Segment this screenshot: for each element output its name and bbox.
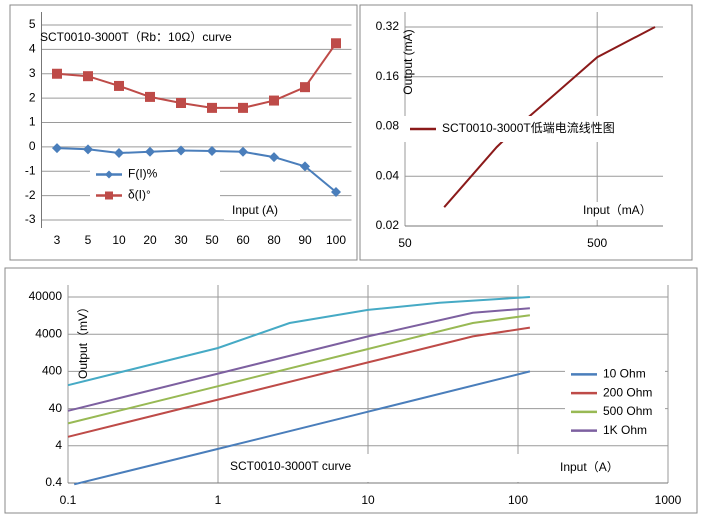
legend-label: 500 Ohm	[603, 404, 652, 418]
y-axis-label: Output (mA)	[401, 29, 415, 94]
legend-label: 1K Ohm	[603, 423, 647, 437]
marker	[52, 143, 62, 154]
y-tick-label: 4	[29, 42, 36, 56]
marker	[52, 68, 62, 79]
series-line	[56, 147, 337, 193]
x-tick-label: 100	[326, 233, 346, 247]
x-tick-label: 0.1	[60, 493, 77, 507]
y-tick-label: -2	[25, 188, 36, 202]
marker	[207, 146, 217, 157]
marker	[300, 161, 310, 172]
marker	[269, 152, 279, 163]
marker	[176, 98, 186, 108]
x-tick-label: 60	[236, 233, 250, 247]
series-line	[73, 370, 531, 486]
series-line	[67, 296, 530, 387]
marker	[145, 91, 155, 102]
marker	[238, 146, 248, 157]
label-bg	[552, 459, 628, 477]
y-tick-label: 1	[29, 115, 36, 129]
x-axis-label: Input（A）	[560, 460, 619, 474]
legend-box	[404, 116, 684, 142]
x-tick-label: 10	[112, 233, 126, 247]
marker	[331, 38, 341, 49]
marker	[300, 82, 310, 93]
marker	[176, 145, 186, 156]
x-tick-label: 10	[361, 493, 375, 507]
y-axis-label: Output（mV）	[76, 301, 90, 379]
x-tick-label: 30	[174, 233, 188, 247]
label-bg	[575, 202, 651, 220]
y-tick-label: 0	[29, 139, 36, 153]
x-axis-label: Input (A)	[232, 203, 278, 217]
y-tick-label: 40000	[29, 289, 63, 303]
chart-title: SCT0010-3000T（Rb：10Ω）curve	[40, 30, 232, 44]
marker	[238, 102, 248, 113]
x-tick-label: 100	[508, 493, 528, 507]
marker	[83, 71, 93, 82]
legend-label: δ(I)°	[128, 188, 151, 202]
marker	[331, 186, 341, 197]
chart-title: SCT0010-3000T curve	[230, 459, 352, 473]
legend-marker	[105, 191, 113, 200]
y-tick-label: 4000	[35, 326, 62, 340]
legend-label: SCT0010-3000T低端电流线性图	[442, 121, 615, 135]
y-tick-label: 40	[49, 401, 63, 415]
y-tick-label: -3	[25, 212, 36, 226]
x-tick-label: 90	[298, 233, 312, 247]
marker	[114, 147, 124, 158]
x-tick-label: 1000	[655, 493, 682, 507]
x-tick-label: 5	[85, 233, 92, 247]
y-tick-label: 0.04	[376, 168, 400, 182]
y-tick-label: 3	[29, 66, 36, 80]
x-tick-label: 500	[587, 236, 607, 250]
marker	[207, 102, 217, 113]
series-line	[56, 42, 337, 109]
y-tick-label: 0.16	[376, 69, 400, 83]
y-tick-label: -1	[25, 163, 36, 177]
y-tick-label: 0.32	[376, 19, 400, 33]
series-line	[67, 307, 530, 412]
y-tick-label: 0.08	[376, 119, 400, 133]
label-bg	[224, 202, 300, 220]
marker	[114, 80, 124, 91]
x-tick-label: 80	[267, 233, 281, 247]
marker	[269, 95, 279, 106]
marker	[145, 146, 155, 157]
legend-label: 10 Ohm	[603, 367, 646, 381]
title-box	[220, 454, 525, 482]
legend-marker	[105, 170, 113, 179]
x-tick-label: 20	[143, 233, 157, 247]
legend-label: F(I)%	[128, 167, 158, 181]
y-tick-label: 5	[29, 17, 36, 31]
legend-box	[565, 365, 665, 440]
y-tick-label: 4	[55, 438, 62, 452]
x-tick-label: 50	[205, 233, 219, 247]
x-tick-label: 3	[54, 233, 61, 247]
y-tick-label: 0.02	[376, 218, 400, 232]
series-line	[67, 326, 531, 438]
series-line	[67, 314, 531, 425]
y-tick-label: 0.4	[45, 475, 62, 489]
x-tick-label: 50	[398, 236, 412, 250]
y-tick-label: 400	[42, 364, 62, 378]
marker	[83, 144, 93, 155]
y-tick-label: 2	[29, 90, 36, 104]
x-tick-label: 1	[215, 493, 222, 507]
x-axis-label: Input（mA）	[583, 203, 652, 217]
legend-label: 200 Ohm	[603, 385, 652, 399]
